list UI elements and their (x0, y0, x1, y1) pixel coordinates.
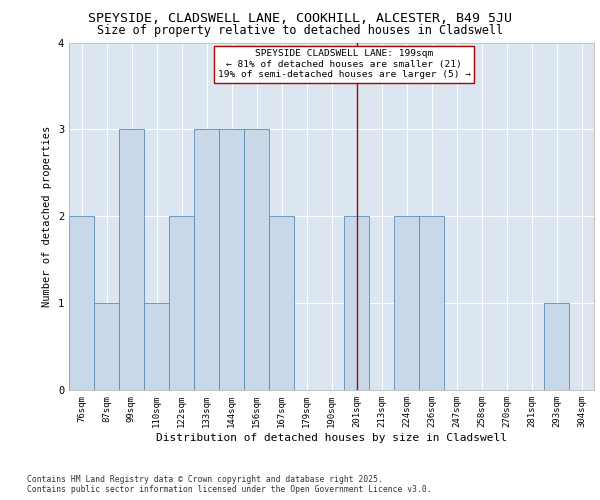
Bar (419, 216, 444, 390)
Text: Size of property relative to detached houses in Cladswell: Size of property relative to detached ho… (97, 24, 503, 37)
Text: SPEYSIDE, CLADSWELL LANE, COOKHILL, ALCESTER, B49 5JU: SPEYSIDE, CLADSWELL LANE, COOKHILL, ALCE… (88, 12, 512, 24)
Bar (119, 130, 144, 390)
Bar (69, 216, 94, 390)
Bar (394, 216, 419, 390)
Bar (169, 216, 194, 390)
Text: SPEYSIDE CLADSWELL LANE: 199sqm
← 81% of detached houses are smaller (21)
19% of: SPEYSIDE CLADSWELL LANE: 199sqm ← 81% of… (218, 50, 470, 80)
Bar (144, 303, 169, 390)
Bar (269, 216, 294, 390)
Bar (344, 216, 369, 390)
Y-axis label: Number of detached properties: Number of detached properties (43, 126, 52, 307)
Bar (544, 303, 569, 390)
Bar (219, 130, 244, 390)
Text: Contains HM Land Registry data © Crown copyright and database right 2025.
Contai: Contains HM Land Registry data © Crown c… (27, 474, 431, 494)
Bar (94, 303, 119, 390)
Bar (244, 130, 269, 390)
Bar (194, 130, 219, 390)
X-axis label: Distribution of detached houses by size in Cladswell: Distribution of detached houses by size … (156, 432, 507, 442)
